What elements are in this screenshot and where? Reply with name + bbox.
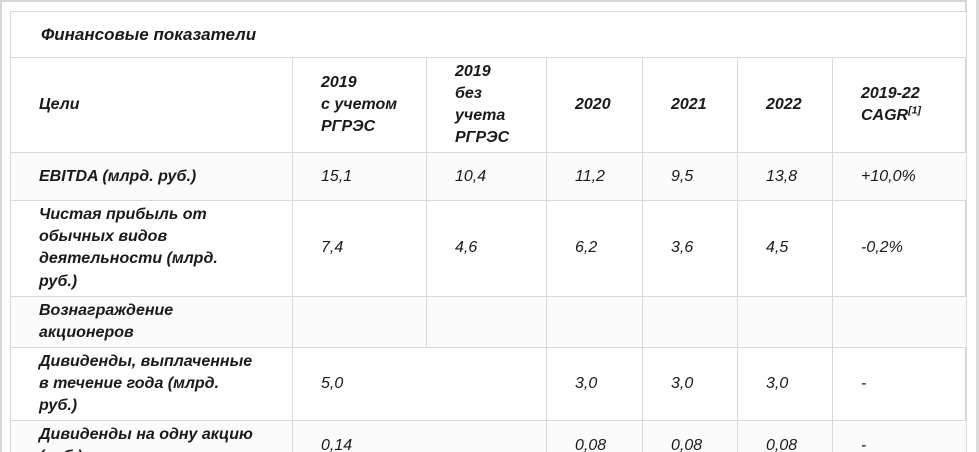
column-header-2019-with-rgres: 2019 с учетом РГРЭС [292,56,427,154]
table-row-shareholder-remuneration: Вознаграждение акционеров [10,295,967,348]
ebitda-2019-with: 15,1 [292,152,427,202]
row-label-dividends-per-share: Дивиденды на одну акцию (руб.) [10,420,293,452]
column-header-2019-without-rgres: 2019 без учета РГРЭС [426,56,547,154]
dividends-paid-2021: 3,0 [642,346,738,422]
table-row-net-profit: Чистая прибыль от обычных видов деятельн… [10,200,967,297]
row-label-net-profit: Чистая прибыль от обычных видов деятельн… [10,200,293,297]
table-row-ebitda: EBITDA (млрд. руб.) 15,1 10,4 11,2 9,5 1… [10,152,967,202]
ebitda-2019-without: 10,4 [426,152,547,202]
ebitda-cagr: +10,0% [832,152,967,202]
net-profit-2021: 3,6 [642,200,738,297]
dividends-paid-2019: 5,0 [292,346,547,422]
row-label-ebitda: EBITDA (млрд. руб.) [10,152,293,202]
remuneration-2019-with [292,295,427,348]
dividends-per-share-cagr: - [832,420,967,452]
column-header-goals: Цели [10,56,293,154]
remuneration-2019-without [426,295,547,348]
row-label-shareholder-remuneration: Вознаграждение акционеров [10,295,293,348]
net-profit-2019-with: 7,4 [292,200,427,297]
table-row-dividends-paid: Дивиденды, выплаченные в течение года (м… [10,346,967,422]
financial-indicators-table: Финансовые показатели Цели 2019 с учетом… [10,11,967,452]
cagr-header-label: CAGR [861,107,909,125]
column-header-2021: 2021 [642,56,738,154]
dividends-paid-2022: 3,0 [737,346,833,422]
table-title-row: Финансовые показатели [10,11,967,58]
net-profit-cagr: -0,2% [832,200,967,297]
ebitda-2021: 9,5 [642,152,738,202]
column-header-cagr: 2019-22 CAGR[1] [832,56,967,154]
remuneration-2021 [642,295,738,348]
page-right-edge-border [976,0,979,452]
row-label-dividends-paid: Дивиденды, выплаченные в течение года (м… [10,346,293,422]
table-row-dividends-per-share: Дивиденды на одну акцию (руб.) 0,14 0,08… [10,420,967,452]
dividends-per-share-2020: 0,08 [546,420,643,452]
column-header-2022: 2022 [737,56,833,154]
dividends-paid-2020: 3,0 [546,346,643,422]
cagr-footnote-marker: [1] [908,104,921,117]
remuneration-cagr [832,295,967,348]
column-header-2020: 2020 [546,56,643,154]
table-header-row: Цели 2019 с учетом РГРЭС 2019 без учета … [10,56,967,154]
remuneration-2020 [546,295,643,348]
net-profit-2020: 6,2 [546,200,643,297]
net-profit-2022: 4,5 [737,200,833,297]
remuneration-2022 [737,295,833,348]
cagr-header-years: 2019-22 [861,85,920,103]
ebitda-2020: 11,2 [546,152,643,202]
dividends-per-share-2022: 0,08 [737,420,833,452]
ebitda-2022: 13,8 [737,152,833,202]
net-profit-2019-without: 4,6 [426,200,547,297]
dividends-per-share-2019: 0,14 [292,420,547,452]
dividends-paid-cagr: - [832,346,967,422]
dividends-per-share-2021: 0,08 [642,420,738,452]
table-title: Финансовые показатели [10,11,967,58]
